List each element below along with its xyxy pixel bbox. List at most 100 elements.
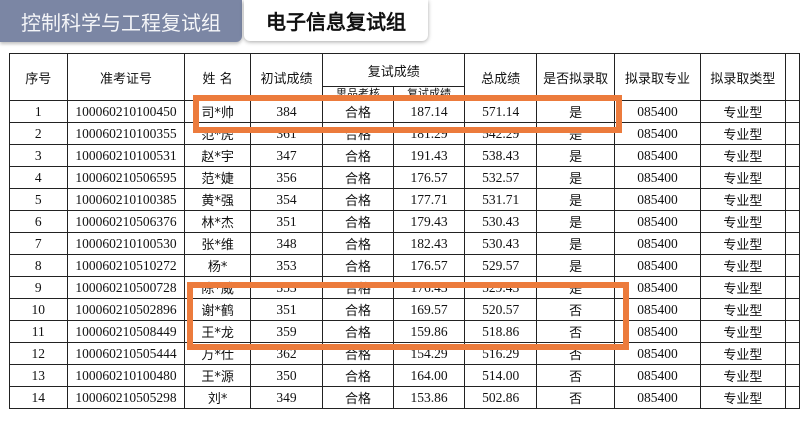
tab-control-science[interactable]: 控制科学与工程复试组 (0, 0, 242, 42)
cell-type: 专业型 (699, 232, 787, 255)
cell-initial: 362 (249, 342, 324, 365)
cell-admit: 否 (535, 386, 616, 409)
cell-admit: 否 (535, 298, 616, 321)
table-row: 3 100060210100531 赵*宇 347 合格 191.43 538.43 是 085… (9, 144, 800, 167)
cell-retest: 153.86 (392, 386, 466, 409)
cell-total: 514.00 (464, 364, 537, 387)
cell-seq: 13 (9, 364, 68, 387)
cell-major: 085400 (614, 166, 701, 189)
cell-ideology: 合格 (322, 254, 394, 277)
cell-seq: 7 (9, 232, 68, 255)
cell-admit: 是 (535, 122, 616, 145)
cell-admit: 是 (535, 276, 616, 299)
cell-total: 542.29 (464, 122, 537, 145)
cell-admit: 是 (535, 254, 616, 277)
header-retest-group: 复试成绩 (322, 53, 466, 87)
cell-type: 专业型 (699, 100, 787, 123)
table-row: 13 100060210100480 王*源 350 合格 164.00 514.00 否 08… (9, 364, 800, 387)
cell-extra (785, 298, 800, 321)
cell-exam-id: 100060210506376 (66, 210, 186, 233)
cell-retest: 154.29 (392, 342, 466, 365)
cell-name: 王*源 (184, 364, 251, 387)
cell-retest: 176.57 (392, 254, 466, 277)
table-row: 1 100060210100450 司*帅 384 合格 187.14 571.14 是 085… (9, 100, 800, 123)
cell-retest: 169.57 (392, 298, 466, 321)
cell-name: 黄*强 (184, 188, 251, 211)
cell-major: 085400 (614, 254, 701, 277)
cell-major: 085400 (614, 144, 701, 167)
cell-total: 529.57 (464, 254, 537, 277)
cell-retest: 159.86 (392, 320, 466, 343)
cell-major: 085400 (614, 188, 701, 211)
cell-retest: 177.71 (392, 188, 466, 211)
cell-ideology: 合格 (322, 144, 394, 167)
cell-name: 范*虎 (184, 122, 251, 145)
cell-extra (785, 254, 800, 277)
cell-name: 王*龙 (184, 320, 251, 343)
cell-ideology: 合格 (322, 210, 394, 233)
cell-exam-id: 100060210508449 (66, 320, 186, 343)
cell-retest: 191.43 (392, 144, 466, 167)
cell-name: 万*仕 (184, 342, 251, 365)
cell-extra (785, 188, 800, 211)
cell-total: 571.14 (464, 100, 537, 123)
header-exam-id: 准考证号 (66, 53, 186, 101)
cell-extra (785, 100, 800, 123)
cell-initial: 353 (249, 276, 324, 299)
table-row: 12 100060210505444 万*仕 362 合格 154.29 516.29 否 08… (9, 342, 800, 365)
cell-retest: 181.29 (392, 122, 466, 145)
cell-name: 陈*威 (184, 276, 251, 299)
cell-name: 赵*宇 (184, 144, 251, 167)
header-name: 姓 名 (184, 53, 251, 101)
cell-seq: 10 (9, 298, 68, 321)
cell-exam-id: 100060210100450 (66, 100, 186, 123)
cell-ideology: 合格 (322, 166, 394, 189)
table-row: 9 100060210500728 陈*威 353 合格 176.43 529.43 是 085… (9, 276, 800, 299)
cell-initial: 361 (249, 122, 324, 145)
header-retest-score: 复试成绩 (392, 86, 466, 101)
cell-name: 范*婕 (184, 166, 251, 189)
cell-total: 530.43 (464, 210, 537, 233)
cell-admit: 否 (535, 320, 616, 343)
header-extra (785, 53, 800, 101)
cell-ideology: 合格 (322, 364, 394, 387)
cell-seq: 3 (9, 144, 68, 167)
cell-major: 085400 (614, 210, 701, 233)
header-seq: 序号 (9, 53, 68, 101)
cell-seq: 12 (9, 342, 68, 365)
cell-seq: 6 (9, 210, 68, 233)
cell-name: 司*帅 (184, 100, 251, 123)
table-row: 8 100060210510272 杨* 353 合格 176.57 529.57 是 0854… (9, 254, 800, 277)
cell-retest: 176.57 (392, 166, 466, 189)
cell-extra (785, 210, 800, 233)
cell-major: 085400 (614, 342, 701, 365)
header-type: 拟录取类型 (699, 53, 787, 101)
cell-total: 530.43 (464, 232, 537, 255)
admission-table: 序号 准考证号 姓 名 初试成绩 复试成绩 总成绩 是否拟录取 拟录取专业 拟录… (9, 53, 800, 409)
table-row: 2 100060210100355 范*虎 361 合格 181.29 542.29 是 085… (9, 122, 800, 145)
cell-initial: 354 (249, 188, 324, 211)
tab-electronic-info[interactable]: 电子信息复试组 (244, 0, 428, 41)
cell-initial: 347 (249, 144, 324, 167)
cell-type: 专业型 (699, 276, 787, 299)
cell-major: 085400 (614, 122, 701, 145)
cell-total: 531.71 (464, 188, 537, 211)
cell-retest: 182.43 (392, 232, 466, 255)
cell-name: 谢*鹤 (184, 298, 251, 321)
cell-seq: 11 (9, 320, 68, 343)
cell-exam-id: 100060210100355 (66, 122, 186, 145)
header-admit: 是否拟录取 (535, 53, 616, 101)
cell-major: 085400 (614, 298, 701, 321)
cell-retest: 164.00 (392, 364, 466, 387)
cell-seq: 5 (9, 188, 68, 211)
cell-retest: 179.43 (392, 210, 466, 233)
cell-initial: 356 (249, 166, 324, 189)
table-row: 6 100060210506376 林*杰 351 合格 179.43 530.43 是 085… (9, 210, 800, 233)
cell-exam-id: 100060210100385 (66, 188, 186, 211)
cell-ideology: 合格 (322, 320, 394, 343)
cell-ideology: 合格 (322, 100, 394, 123)
cell-type: 专业型 (699, 144, 787, 167)
cell-type: 专业型 (699, 254, 787, 277)
cell-ideology: 合格 (322, 122, 394, 145)
cell-admit: 是 (535, 232, 616, 255)
